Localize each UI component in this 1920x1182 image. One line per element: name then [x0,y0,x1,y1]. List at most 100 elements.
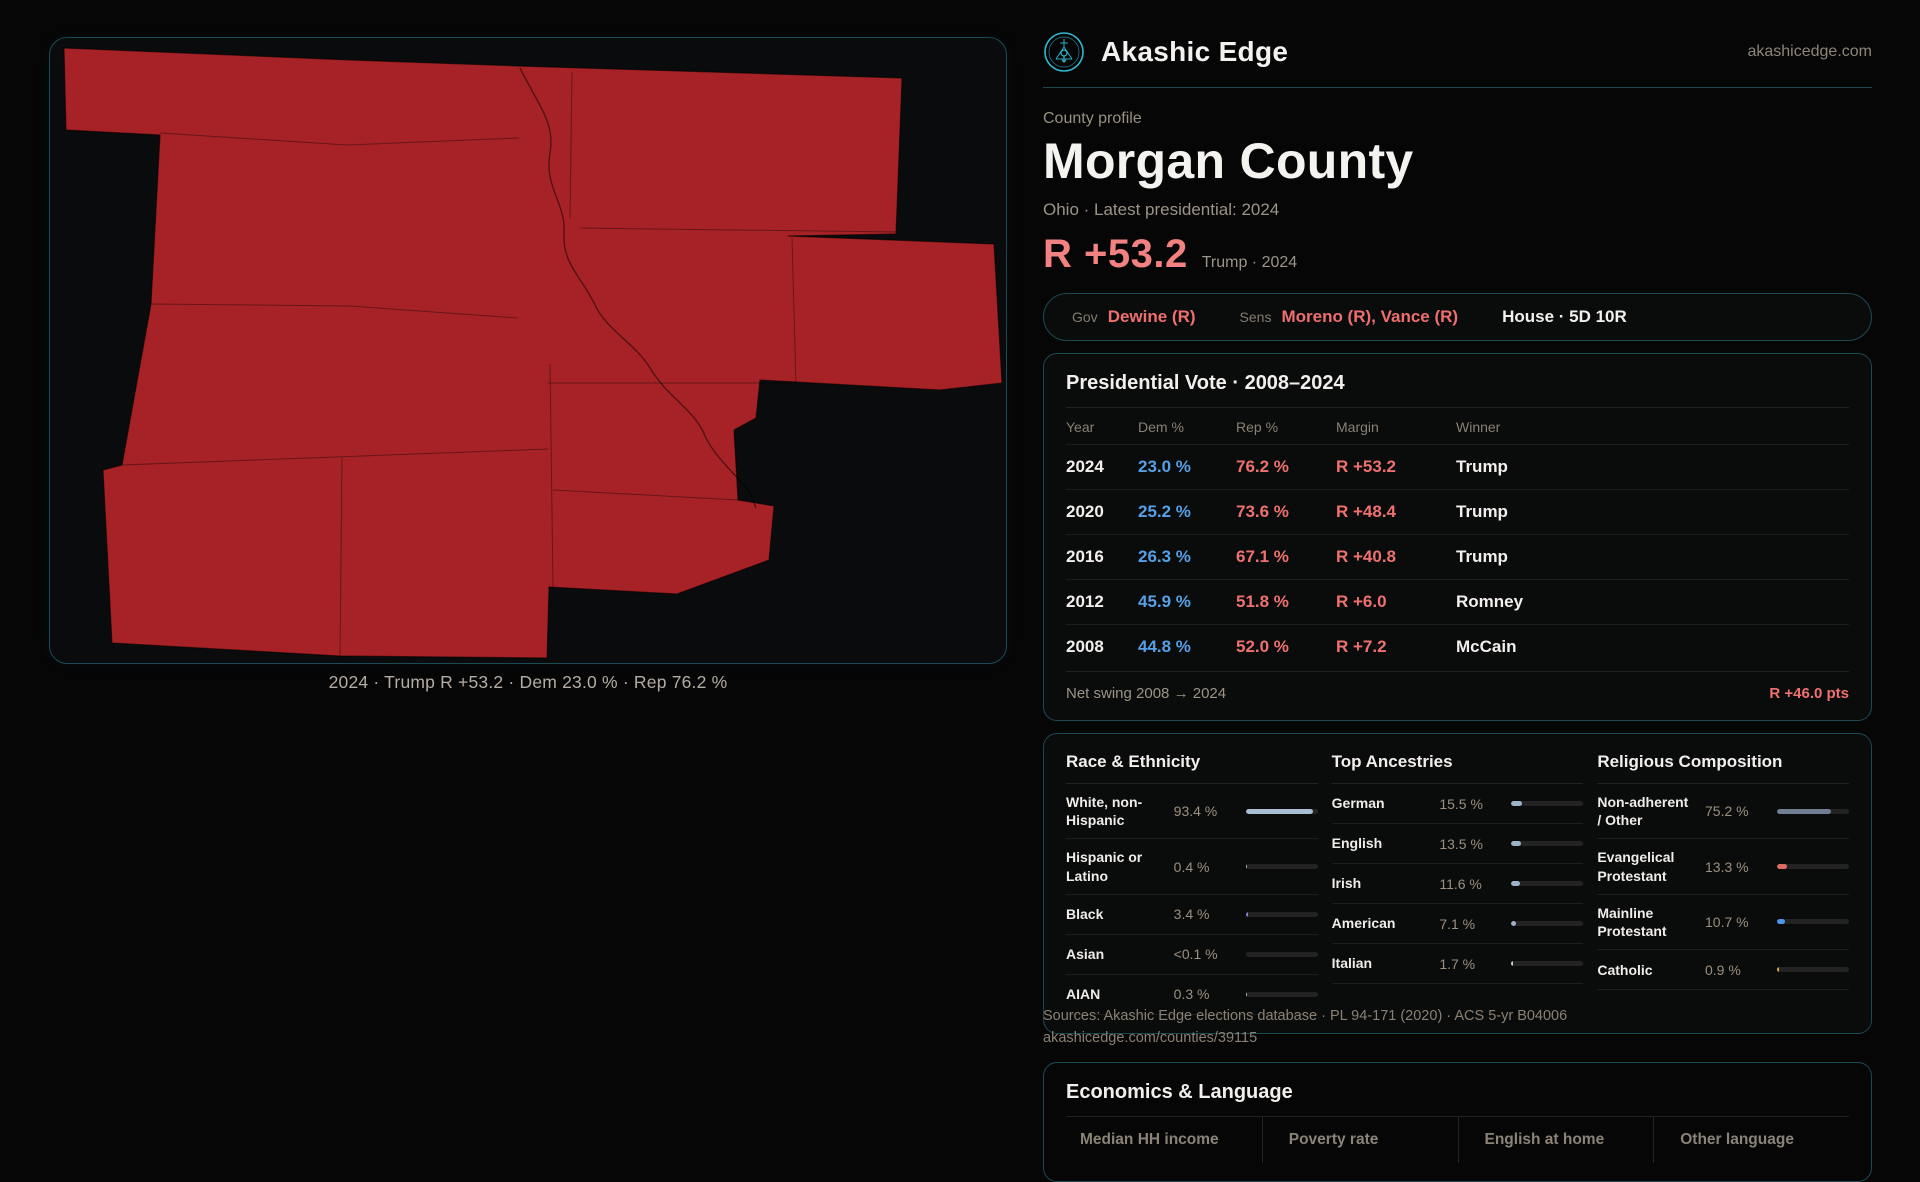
economics-title: Economics & Language [1066,1080,1293,1103]
top-ancestries-section: Top Ancestries German 15.5 % English 13.… [1331,752,1584,1015]
table-cell-rep: 51.8 % [1236,579,1336,624]
house-delegation: House · 5D 10R [1502,307,1627,326]
sources-footnote: Sources: Akashic Edge elections database… [1043,1006,1567,1050]
table-cell-margin: R +7.2 [1336,624,1456,669]
col-header-rep: Rep % [1236,419,1279,435]
stat-bar [1511,841,1584,846]
presidential-vote-card: Presidential Vote · 2008–2024 Year Dem %… [1043,353,1872,721]
col-header-dem: Dem % [1138,419,1184,435]
stat-row: Irish 11.6 % [1331,864,1584,904]
stat-value: 75.2 % [1705,803,1749,820]
stat-bar [1511,881,1584,886]
margin-note: Trump · 2024 [1201,254,1298,271]
stat-label: Non-adherent / Other [1597,794,1689,829]
table-cell-dem: 25.2 % [1138,489,1236,534]
stat-row: Black 3.4 % [1066,895,1318,935]
stat-row: English 13.5 % [1331,824,1584,864]
stat-value: 93.4 % [1173,803,1218,820]
stat-label: Hispanic or Latino [1066,849,1143,884]
stat-bar [1245,951,1318,957]
section-title: Race & Ethnicity [1066,752,1318,784]
stat-label: AIAN [1066,986,1101,1003]
col-header-winner: Winner [1456,419,1501,435]
stat-bar [1245,808,1318,814]
table-cell-winner: Trump [1456,534,1849,579]
brand-domain-link[interactable]: akashicedge.com [1747,43,1872,60]
table-cell-rep: 67.1 % [1236,534,1336,579]
table-cell-dem: 45.9 % [1138,579,1236,624]
table-cell-rep: 52.0 % [1236,624,1336,669]
gov-value-link[interactable]: Dewine (R) [1107,307,1196,326]
col-header-english-home: English at home [1457,1116,1654,1163]
stat-bar [1511,801,1584,806]
stat-value: 1.7 % [1439,955,1476,972]
stat-bar [1777,864,1849,870]
page-title: Morgan County [1043,133,1414,189]
stat-label: American [1331,915,1396,932]
river-line [519,67,757,509]
stat-row: Non-adherent / Other 75.2 % [1597,784,1849,840]
table-cell-year: 2008 [1066,624,1138,669]
race-ethnicity-section: Race & Ethnicity White, non-Hispanic 93.… [1066,752,1318,1015]
table-cell-winner: Romney [1456,579,1849,624]
section-title: Religious Composition [1597,752,1849,784]
stat-row: German 15.5 % [1331,784,1584,824]
stat-bar [1245,864,1318,870]
officials-bar: Gov Dewine (R) Sens Moreno (R), Vance (R… [1043,293,1872,341]
col-header-median-income: Median HH income [1080,1130,1219,1148]
stat-label: Irish [1331,875,1362,892]
stat-label: Italian [1331,955,1373,972]
col-header-margin: Margin [1336,419,1379,435]
table-cell-rep: 73.6 % [1236,489,1336,534]
net-swing-row: Net swing 2008 → 2024 R +46.0 pts [1066,671,1849,702]
sources-line: Sources: Akashic Edge elections database… [1043,1008,1568,1024]
stat-row: Catholic 0.9 % [1597,950,1849,991]
page-subtitle: Ohio · Latest presidential: 2024 [1043,200,1280,219]
brand-name: Akashic Edge [1101,36,1289,67]
township-boundaries [121,71,897,657]
stat-row: Evangelical Protestant 13.3 % [1597,839,1849,895]
stat-value: 7.1 % [1439,915,1476,932]
presidential-vote-title: Presidential Vote · 2008–2024 [1066,372,1345,394]
table-cell-dem: 44.8 % [1138,624,1236,669]
stat-bar [1777,919,1849,925]
net-swing-label: Net swing 2008 → 2024 [1066,685,1227,702]
stat-value: 0.3 % [1173,986,1210,1003]
stat-row: White, non-Hispanic 93.4 % [1066,784,1318,840]
table-cell-year: 2024 [1066,444,1138,489]
county-map-card[interactable] [49,37,1007,664]
stat-label: Black [1066,906,1104,923]
stat-value: 13.5 % [1439,835,1483,852]
stat-label: English [1331,835,1383,852]
stat-row: Italian 1.7 % [1331,944,1584,984]
site-header: Akashic Edge akashicedge.com [1043,30,1872,74]
table-cell-winner: Trump [1456,489,1849,534]
stat-bar [1777,808,1849,814]
table-cell-winner: McCain [1456,624,1849,669]
stat-bar [1245,911,1318,917]
stat-value: 11.6 % [1439,875,1482,892]
stat-label: White, non-Hispanic [1066,794,1143,829]
stat-row: Hispanic or Latino 0.4 % [1066,839,1318,895]
eyebrow-label: County profile [1043,110,1142,127]
stat-value: <0.1 % [1173,946,1218,963]
county-map[interactable] [50,38,1007,664]
stat-label: Mainline Protestant [1597,904,1667,939]
stat-bar [1511,921,1584,926]
stat-label: German [1331,795,1385,812]
akashic-edge-logo-icon [1044,32,1084,72]
county-permalink[interactable]: akashicedge.com/counties/39115 [1043,1029,1258,1046]
table-cell-winner: Trump [1456,444,1849,489]
sens-value-link[interactable]: Moreno (R), Vance (R) [1281,307,1459,326]
table-cell-dem: 26.3 % [1138,534,1236,579]
divider [1066,407,1849,408]
table-cell-margin: R +48.4 [1336,489,1456,534]
stat-row: American 7.1 % [1331,904,1584,944]
stat-value: 0.9 % [1705,961,1741,978]
table-cell-rep: 76.2 % [1236,444,1336,489]
map-caption: 2024 · Trump R +53.2 · Dem 23.0 % · Rep … [328,672,728,692]
stat-bar [1511,961,1584,966]
stat-bar [1777,967,1849,973]
stat-label: Asian [1066,946,1105,963]
section-title: Top Ancestries [1331,752,1584,784]
